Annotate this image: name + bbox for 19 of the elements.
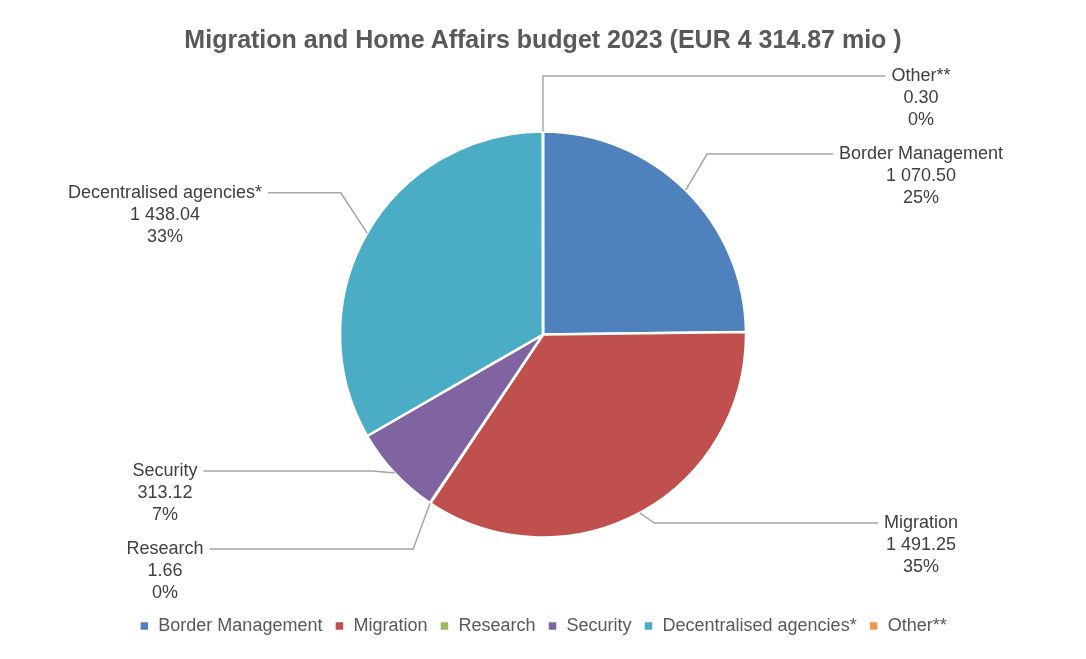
slice-label: Research <box>126 537 204 558</box>
slice-label: Migration <box>883 512 959 533</box>
legend-label: Other** <box>887 614 947 635</box>
legend-label: Border Management <box>158 614 323 635</box>
data-label: 313.12 7% <box>137 481 193 524</box>
legend-label: Research <box>458 614 536 635</box>
data-label: 1 070.50 25% <box>885 164 957 207</box>
slice-label: Decentralised agencies* <box>67 181 263 202</box>
legend-label: Security <box>566 614 632 635</box>
slice-label: Other** <box>891 64 951 85</box>
data-label: 1 438.04 33% <box>129 203 201 246</box>
slice-label: Border Management <box>838 142 1004 163</box>
legend-label: Decentralised agencies* <box>662 614 857 635</box>
data-label: 0.30 0% <box>903 86 939 129</box>
chart-title: Migration and Home Affairs budget 2023 (EUR 4 314.87 mio ) <box>184 24 902 53</box>
legend-label: Migration <box>353 614 428 635</box>
data-label: 1.66 0% <box>147 559 183 602</box>
data-label: 1 491.25 35% <box>885 534 957 577</box>
slice-label: Security <box>132 459 198 480</box>
